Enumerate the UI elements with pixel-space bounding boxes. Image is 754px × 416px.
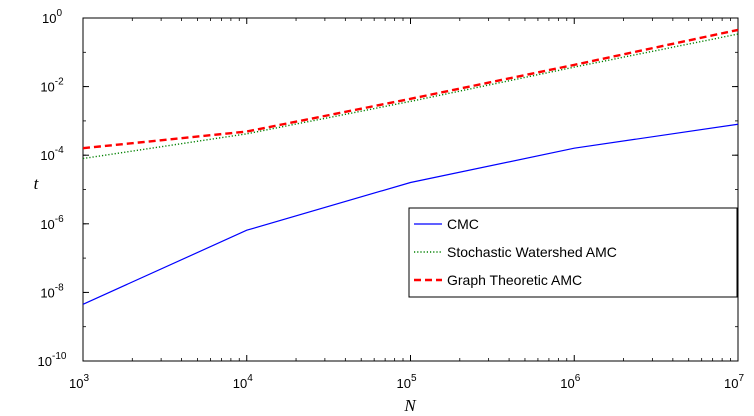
y-tick-label: 10-6 xyxy=(40,214,64,232)
plot-area xyxy=(82,17,739,362)
x-tick-label: 104 xyxy=(233,373,253,391)
y-tick-label: 10-8 xyxy=(40,282,64,300)
series-layer xyxy=(82,28,739,305)
legend-label: CMC xyxy=(447,216,479,232)
x-tick-label: 103 xyxy=(69,373,89,391)
legend-label: Graph Theoretic AMC xyxy=(447,272,582,288)
ticks-layer: 103 104 105 106 107 10-10 10-8 10-6 10-4 10-2 100 xyxy=(38,8,745,391)
legend: CMC Stochastic Watershed AMC Graph Theoret… xyxy=(408,207,738,298)
series-line-1 xyxy=(82,123,739,305)
x-axis-label: N xyxy=(403,396,417,415)
x-tick-label: 106 xyxy=(560,373,580,391)
legend-label: Stochastic Watershed AMC xyxy=(447,244,617,260)
y-tick-label: 100 xyxy=(42,8,62,26)
y-tick-label: 10-4 xyxy=(40,145,64,163)
x-tick-label: 105 xyxy=(396,373,416,391)
y-axis-label: t xyxy=(34,174,40,193)
series-line-3 xyxy=(82,28,739,150)
y-tick-label: 10-2 xyxy=(40,77,64,95)
y-tick-label: 10-10 xyxy=(38,351,67,369)
legend-box xyxy=(408,207,738,298)
x-tick-label: 107 xyxy=(724,373,744,391)
